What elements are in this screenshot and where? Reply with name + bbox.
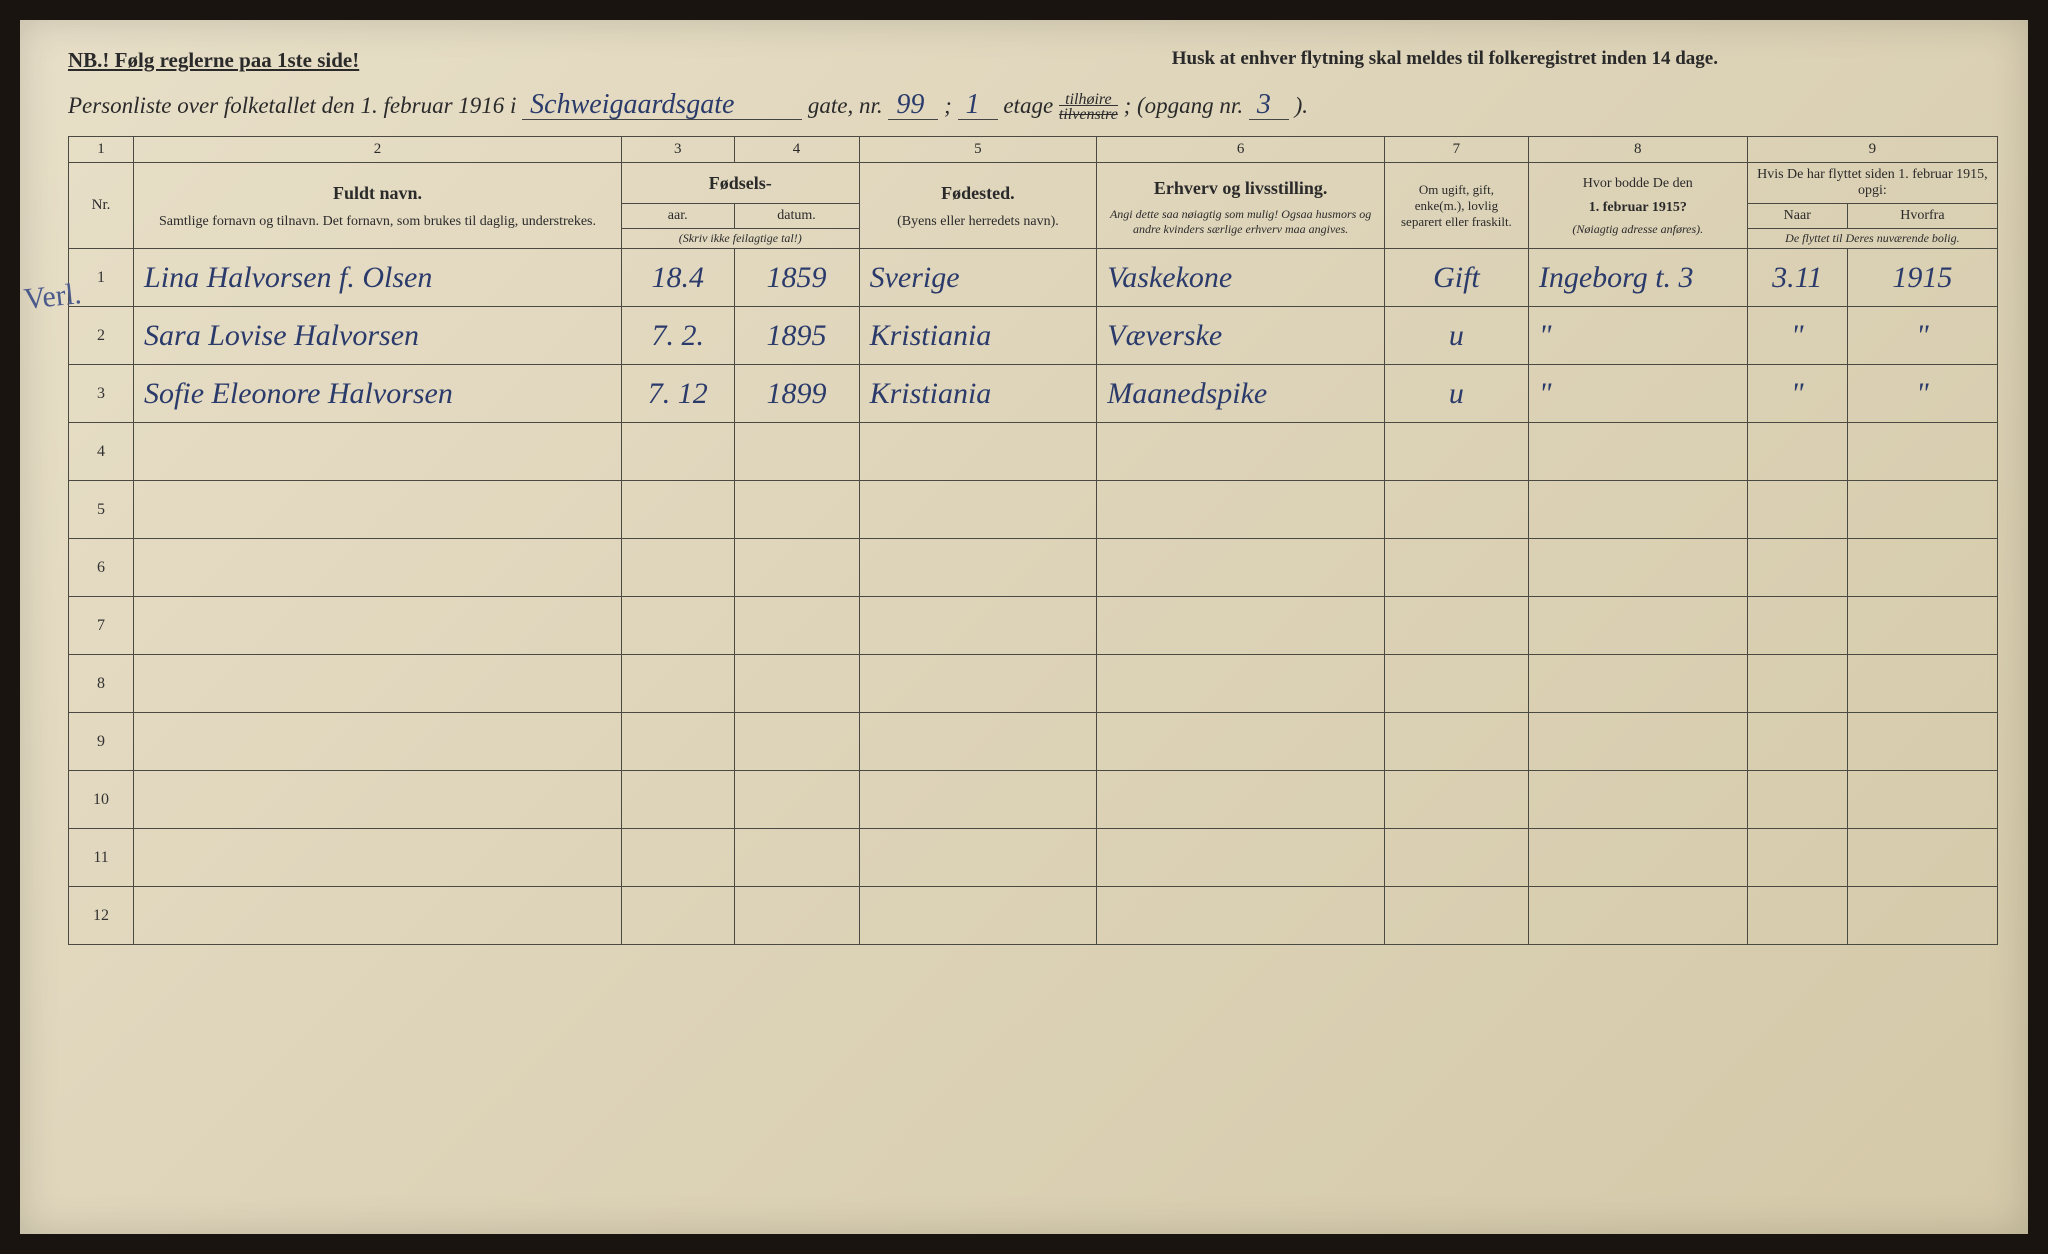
nb-notice: NB.! Følg reglerne paa 1ste side!: [68, 48, 359, 73]
colnum-5: 5: [859, 137, 1097, 163]
row-nr: 9: [69, 713, 134, 771]
close-paren: ).: [1295, 93, 1308, 118]
colnum-6: 6: [1097, 137, 1385, 163]
hdr-datum: datum.: [734, 204, 859, 229]
hdr-flyttet: Hvis De har flyttet siden 1. februar 191…: [1747, 163, 1997, 204]
hdr-fodsels: Fødsels-: [621, 163, 859, 204]
hdr-nr: Nr.: [69, 163, 134, 249]
row-nr: 6: [69, 539, 134, 597]
row-name: Sara Lovise Halvorsen: [134, 307, 622, 365]
row-hvorfra: ": [1847, 365, 1997, 423]
table-row-empty: 5: [69, 481, 1998, 539]
row-hvorfra: ": [1847, 307, 1997, 365]
row-sivil: Gift: [1384, 249, 1528, 307]
row-bodde: ": [1528, 307, 1747, 365]
reminder-text: Husk at enhver flytning skal meldes til …: [1172, 48, 1718, 73]
table-row-empty: 7: [69, 597, 1998, 655]
row-sted: Kristiania: [859, 307, 1097, 365]
table-body: 1Lina Halvorsen f. Olsen18.41859SverigeV…: [69, 249, 1998, 945]
form-header-line: Personliste over folketallet den 1. febr…: [68, 91, 1998, 122]
hdr-aar: aar.: [621, 204, 734, 229]
sep: ;: [944, 93, 952, 118]
row-nr: 5: [69, 481, 134, 539]
hdr-hvorfra: Hvorfra: [1847, 204, 1997, 229]
table-head: 1 2 3 4 5 6 7 8 9 Nr. Fuldt navn. Samtli…: [69, 137, 1998, 249]
colnum-8: 8: [1528, 137, 1747, 163]
row-sted: Sverige: [859, 249, 1097, 307]
colnum-1: 1: [69, 137, 134, 163]
hdr-flyttet-sub: De flyttet til Deres nuværende bolig.: [1747, 229, 1997, 249]
row-naar: ": [1747, 365, 1847, 423]
row-naar: ": [1747, 307, 1847, 365]
row-erhverv: Maanedspike: [1097, 365, 1385, 423]
colnum-4: 4: [734, 137, 859, 163]
colnum-7: 7: [1384, 137, 1528, 163]
colnum-2: 2: [134, 137, 622, 163]
table-row-empty: 9: [69, 713, 1998, 771]
opgang-value: 3: [1249, 91, 1289, 120]
table-row-empty: 10: [69, 771, 1998, 829]
row-nr: 12: [69, 887, 134, 945]
row-bodde: Ingeborg t. 3: [1528, 249, 1747, 307]
colnum-3: 3: [621, 137, 734, 163]
row-aar: 18.4: [621, 249, 734, 307]
row-nr: 8: [69, 655, 134, 713]
row-nr: 4: [69, 423, 134, 481]
census-table: 1 2 3 4 5 6 7 8 9 Nr. Fuldt navn. Samtli…: [68, 136, 1998, 945]
header-row-1: Nr. Fuldt navn. Samtlige fornavn og tiln…: [69, 163, 1998, 204]
column-number-row: 1 2 3 4 5 6 7 8 9: [69, 137, 1998, 163]
table-row: 1Lina Halvorsen f. Olsen18.41859SverigeV…: [69, 249, 1998, 307]
table-row: 2Sara Lovise Halvorsen7. 2.1895Kristiani…: [69, 307, 1998, 365]
row-nr: 2: [69, 307, 134, 365]
hdr-naar: Naar: [1747, 204, 1847, 229]
row-datum: 1859: [734, 249, 859, 307]
etage-value: 1: [958, 91, 998, 120]
table-row-empty: 4: [69, 423, 1998, 481]
row-name: Lina Halvorsen f. Olsen: [134, 249, 622, 307]
row-sivil: u: [1384, 365, 1528, 423]
colnum-9: 9: [1747, 137, 1997, 163]
row-nr: 10: [69, 771, 134, 829]
row-nr: 3: [69, 365, 134, 423]
row-aar: 7. 2.: [621, 307, 734, 365]
table-row-empty: 12: [69, 887, 1998, 945]
hdr-fodested: Fødested. (Byens eller herredets navn).: [859, 163, 1097, 249]
gate-nr: 99: [888, 91, 938, 120]
street-name: Schweigaardsgate: [522, 91, 802, 120]
hdr-erhverv: Erhverv og livsstilling. Angi dette saa …: [1097, 163, 1385, 249]
hdr-skriv: (Skriv ikke feilagtige tal!): [621, 229, 859, 249]
table-row-empty: 11: [69, 829, 1998, 887]
gate-nr-label: gate, nr.: [808, 93, 883, 118]
table-row-empty: 8: [69, 655, 1998, 713]
opgang-label: ; (opgang nr.: [1124, 93, 1243, 118]
etage-label: etage: [1003, 93, 1053, 118]
row-datum: 1899: [734, 365, 859, 423]
row-erhverv: Vaskekone: [1097, 249, 1385, 307]
row-hvorfra: 1915: [1847, 249, 1997, 307]
row-nr: 7: [69, 597, 134, 655]
top-line: NB.! Følg reglerne paa 1ste side! Husk a…: [68, 48, 1998, 73]
row-datum: 1895: [734, 307, 859, 365]
row-aar: 7. 12: [621, 365, 734, 423]
row-bodde: ": [1528, 365, 1747, 423]
table-row-empty: 6: [69, 539, 1998, 597]
hdr-name: Fuldt navn. Samtlige fornavn og tilnavn.…: [134, 163, 622, 249]
hdr-ugift: Om ugift, gift, enke(m.), lovlig separer…: [1384, 163, 1528, 249]
row-erhverv: Væverske: [1097, 307, 1385, 365]
row-nr: 11: [69, 829, 134, 887]
row-naar: 3.11: [1747, 249, 1847, 307]
row-sted: Kristiania: [859, 365, 1097, 423]
tilhoeire-venstre: tilhøire tilvenstre: [1059, 93, 1118, 122]
row-name: Sofie Eleonore Halvorsen: [134, 365, 622, 423]
row-sivil: u: [1384, 307, 1528, 365]
table-row: 3Sofie Eleonore Halvorsen7. 121899Kristi…: [69, 365, 1998, 423]
form-prefix: Personliste over folketallet den 1. febr…: [68, 93, 516, 118]
margin-annotation: Verl.: [22, 277, 83, 317]
census-form-page: Verl. NB.! Følg reglerne paa 1ste side! …: [20, 20, 2028, 1234]
hdr-bodde: Hvor bodde De den 1. februar 1915? (Nøia…: [1528, 163, 1747, 249]
